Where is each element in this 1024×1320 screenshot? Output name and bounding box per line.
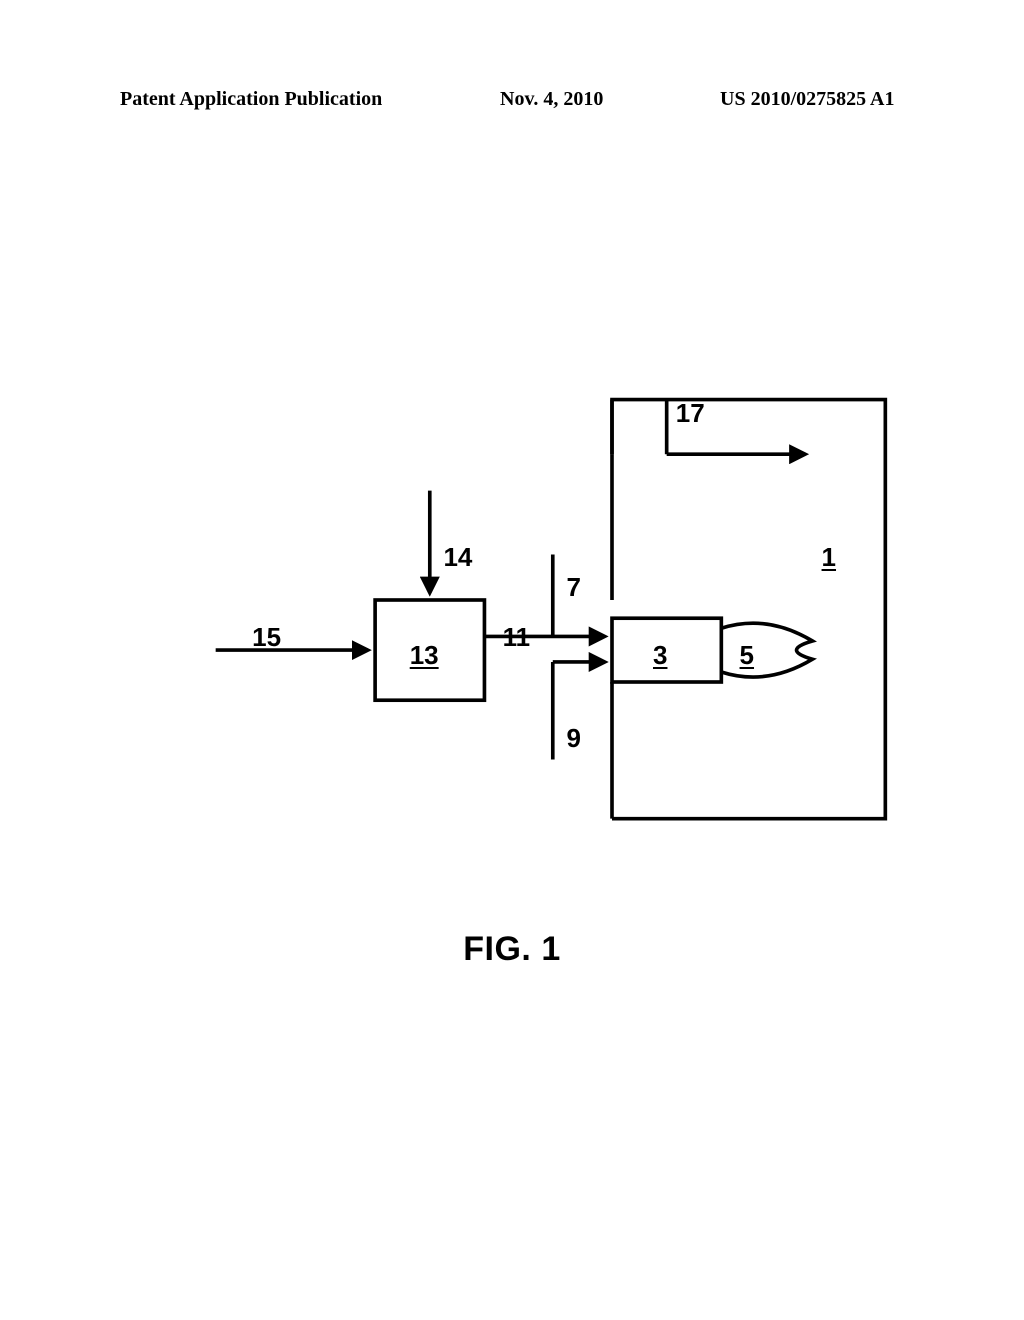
ref-label-11: 11 [503, 622, 531, 653]
ref-label-1: 1 [822, 542, 836, 573]
diagram-svg [120, 300, 940, 900]
header-center: Nov. 4, 2010 [500, 88, 603, 111]
ref-label-17: 17 [676, 398, 705, 429]
header-right: US 2010/0275825 A1 [720, 88, 894, 111]
ref-label-14: 14 [443, 542, 472, 573]
ref-label-15: 15 [252, 622, 281, 653]
page: Patent Application Publication Nov. 4, 2… [0, 0, 1024, 1320]
figure-diagram: 17 1 14 7 3 5 15 13 11 9 [120, 300, 940, 900]
ref-label-7: 7 [566, 572, 580, 603]
header-left: Patent Application Publication [120, 88, 382, 111]
ref-label-5: 5 [740, 640, 754, 671]
ref-label-3: 3 [653, 640, 667, 671]
ref-label-13: 13 [410, 640, 439, 671]
figure-caption: FIG. 1 [0, 930, 1024, 969]
ref-label-9: 9 [566, 723, 580, 754]
